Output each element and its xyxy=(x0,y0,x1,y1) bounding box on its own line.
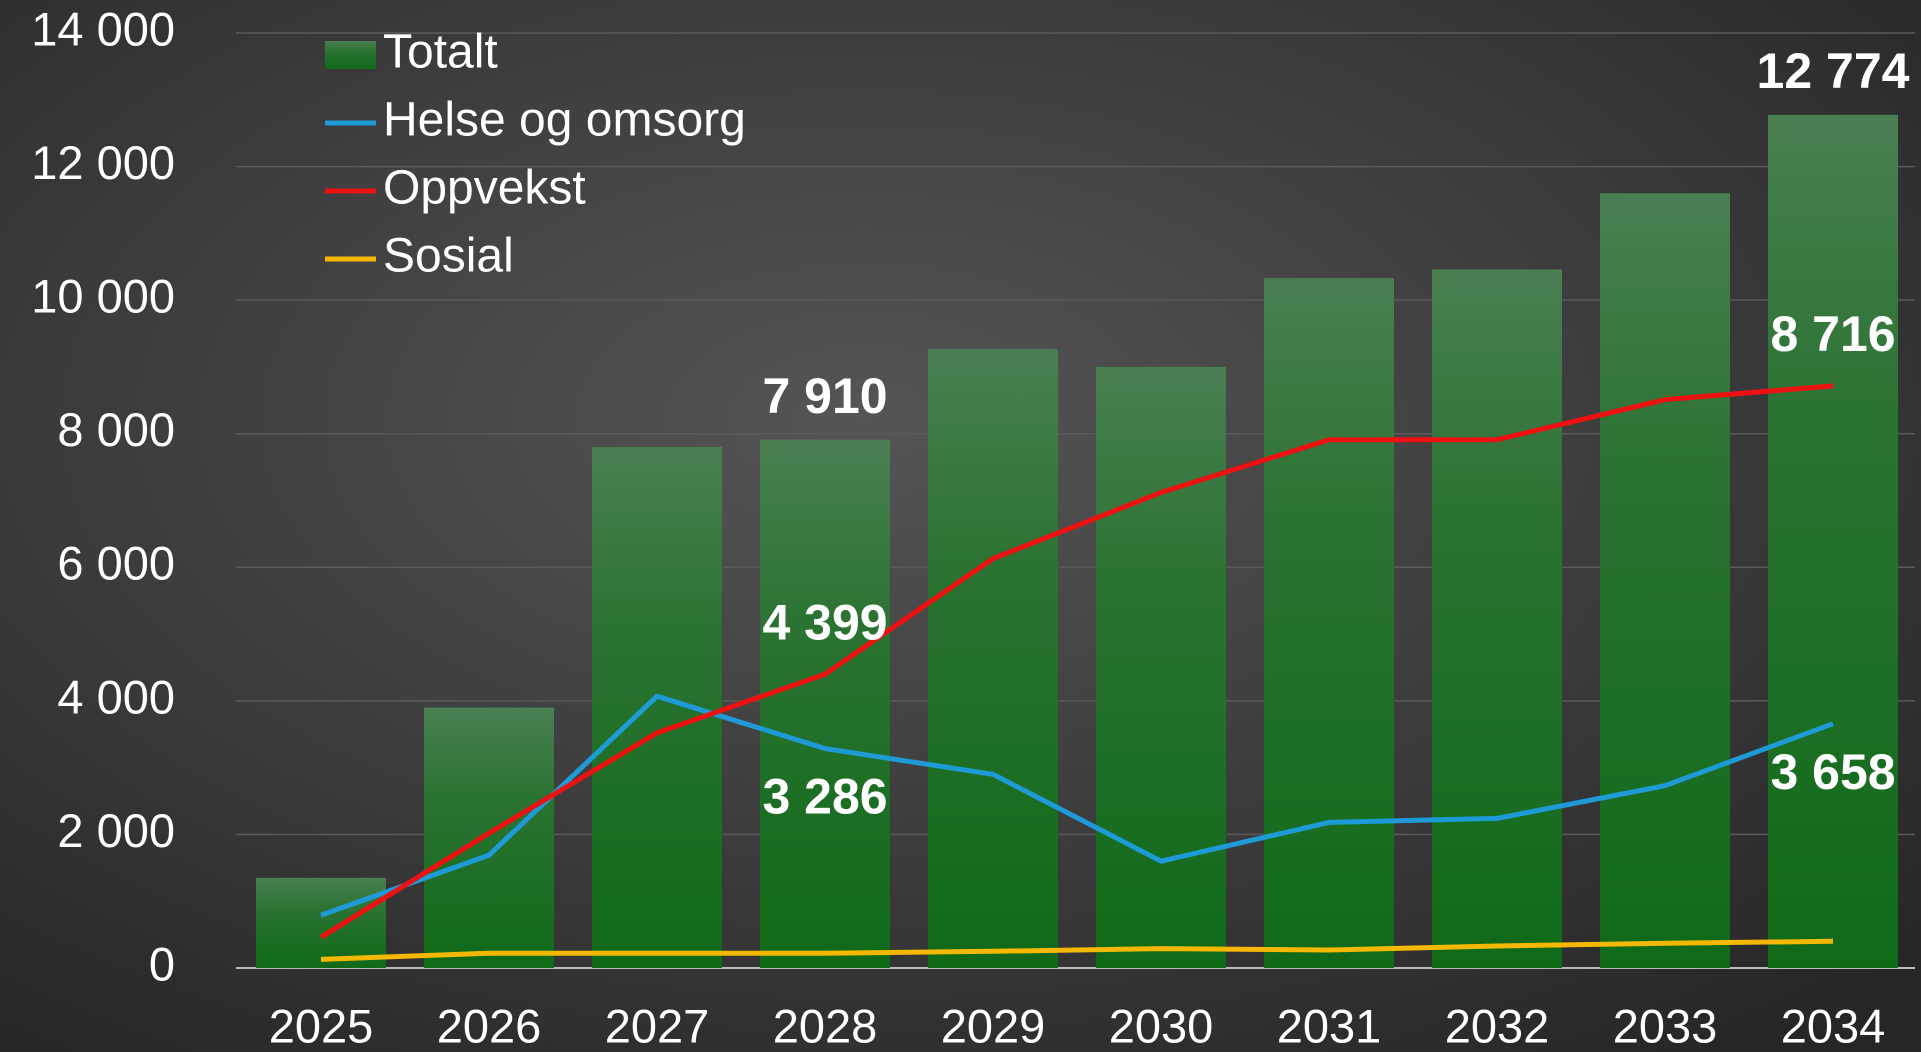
x-tick-label: 2030 xyxy=(1109,999,1214,1052)
bar xyxy=(256,877,386,968)
x-tick-label: 2027 xyxy=(605,999,710,1052)
x-tick-label: 2031 xyxy=(1277,999,1382,1052)
bar xyxy=(928,348,1058,968)
bar xyxy=(424,707,554,968)
bar xyxy=(1432,269,1562,969)
bar xyxy=(760,439,890,969)
x-tick-label: 2033 xyxy=(1613,999,1718,1052)
x-tick-label: 2034 xyxy=(1781,999,1886,1052)
value-label: 4 399 xyxy=(762,594,887,650)
legend-label: Oppvekst xyxy=(383,162,586,215)
value-label: 3 286 xyxy=(762,769,887,825)
legend-swatch xyxy=(325,41,376,69)
y-tick-label: 10 000 xyxy=(31,270,175,323)
value-label: 12 774 xyxy=(1757,43,1910,99)
bar xyxy=(1264,278,1394,968)
legend-label: Helse og omsorg xyxy=(383,94,746,147)
x-tick-label: 2028 xyxy=(773,999,878,1052)
x-tick-label: 2026 xyxy=(437,999,542,1052)
x-tick-label: 2025 xyxy=(269,999,374,1052)
line xyxy=(320,938,1834,962)
line xyxy=(319,383,1834,940)
bar xyxy=(1768,114,1898,969)
y-tick-label: 2 000 xyxy=(57,804,175,857)
y-tick-label: 4 000 xyxy=(57,670,175,723)
value-label: 7 910 xyxy=(762,368,887,424)
y-tick-label: 0 xyxy=(149,937,175,990)
legend-label: Sosial xyxy=(383,230,514,283)
bar xyxy=(1600,193,1730,969)
value-label: 8 716 xyxy=(1770,306,1895,362)
x-tick-label: 2032 xyxy=(1445,999,1550,1052)
x-tick-label: 2029 xyxy=(941,999,1046,1052)
y-tick-label: 12 000 xyxy=(31,136,175,189)
value-label: 3 658 xyxy=(1770,744,1895,800)
line xyxy=(320,693,1834,918)
bar xyxy=(1096,366,1226,968)
y-tick-label: 8 000 xyxy=(57,403,175,456)
bar xyxy=(592,447,722,969)
y-tick-label: 14 000 xyxy=(31,2,175,55)
legend-label: Totalt xyxy=(383,26,498,79)
y-tick-label: 6 000 xyxy=(57,537,175,590)
